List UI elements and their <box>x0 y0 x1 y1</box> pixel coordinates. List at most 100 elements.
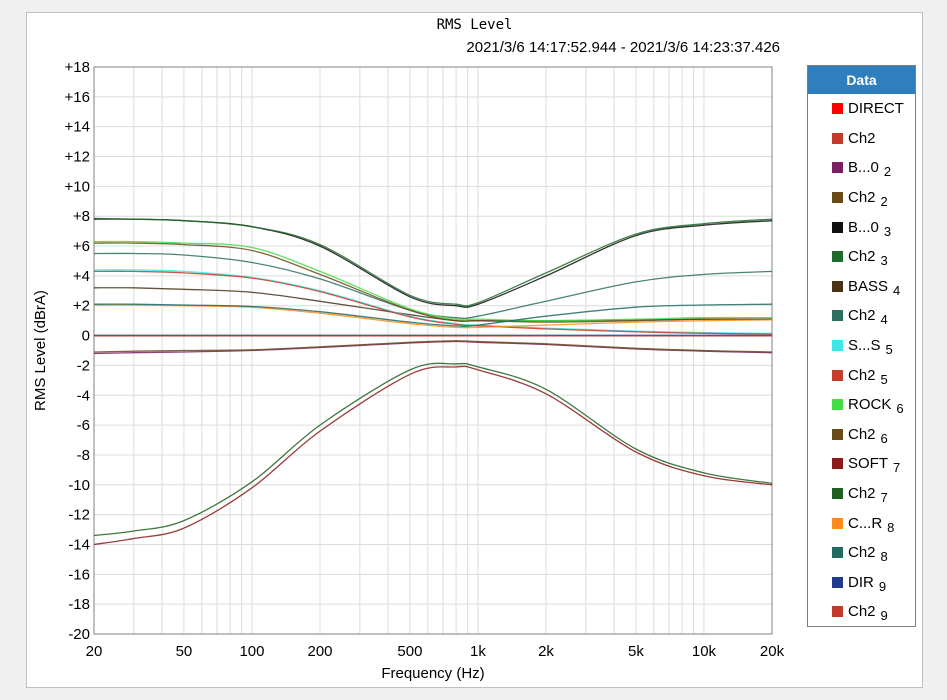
legend-index: 3 <box>880 253 888 269</box>
legend-item-11[interactable]: Ch2 6 <box>808 420 915 450</box>
legend-index: 7 <box>880 490 888 506</box>
legend-label: DIR <box>848 573 874 591</box>
legend-index: 4 <box>880 312 888 328</box>
x-tick-label: 5k <box>628 643 644 660</box>
series-line-10 <box>93 240 773 322</box>
y-tick-label: -14 <box>68 536 90 553</box>
legend-label: Ch2 <box>848 603 876 621</box>
legend-swatch <box>832 132 843 144</box>
legend-item-10[interactable]: ROCK 6 <box>808 390 915 420</box>
y-tick-label: -8 <box>77 447 90 464</box>
legend-index: 9 <box>878 578 887 594</box>
legend-item-7[interactable]: Ch2 4 <box>808 301 915 331</box>
y-tick-label: +12 <box>65 149 90 166</box>
y-tick-label: +10 <box>65 178 90 195</box>
series-line-6 <box>93 287 773 322</box>
series-line-2 <box>93 340 773 355</box>
x-tick-label: 2k <box>538 643 554 660</box>
y-tick-label: -10 <box>68 477 90 494</box>
y-tick-label: +4 <box>73 268 90 285</box>
x-tick-label: 1k <box>470 643 486 660</box>
legend-label: S...S <box>848 337 881 355</box>
y-tick-label: +6 <box>73 238 90 255</box>
legend-item-12[interactable]: SOFT 7 <box>808 449 915 479</box>
legend-label: C...R <box>848 514 883 532</box>
legend-label: Ch2 <box>848 366 876 384</box>
legend-label: Ch2 <box>848 129 876 147</box>
y-tick-label: -12 <box>68 507 90 524</box>
legend-index: 6 <box>880 430 888 446</box>
legend-index: 5 <box>885 342 893 358</box>
legend-item-15[interactable]: Ch2 8 <box>808 538 915 568</box>
series-line-15 <box>93 303 773 327</box>
series-line-9 <box>93 270 773 335</box>
legend-swatch <box>832 576 843 588</box>
legend-index: 7 <box>893 460 901 476</box>
chart-panel: RMS Level 2021/3/6 14:17:52.944 - 2021/3… <box>26 12 923 688</box>
legend-swatch <box>832 310 843 322</box>
legend-label: Ch2 <box>848 544 876 562</box>
legend-item-8[interactable]: S...S 5 <box>808 331 915 361</box>
x-tick-label: 500 <box>397 643 422 660</box>
legend-swatch <box>832 280 843 292</box>
y-tick-label: +16 <box>65 89 90 106</box>
x-tick-label: 20k <box>760 643 785 660</box>
legend-swatch <box>832 428 843 440</box>
legend-label: SOFT <box>848 455 888 473</box>
plot-border <box>93 66 773 635</box>
x-tick-label: 100 <box>239 643 264 660</box>
legend-item-5[interactable]: Ch2 3 <box>808 242 915 272</box>
legend-swatch <box>832 192 843 204</box>
legend-swatch <box>832 458 843 470</box>
legend-item-1[interactable]: Ch2 <box>808 124 915 154</box>
line-chart[interactable]: +18 +16 +14 +12 +10 +8 +6 +4 +2 0 -2 -4 -6 -8 -10 -12 -1… <box>27 13 922 687</box>
legend-swatch <box>832 517 843 529</box>
legend-item-17[interactable]: Ch2 9 <box>808 597 915 627</box>
legend-header: Data <box>808 66 915 94</box>
legend-swatch <box>832 103 843 115</box>
legend-label: Ch2 <box>848 248 876 266</box>
legend-swatch <box>832 606 843 618</box>
legend-swatch <box>832 251 843 263</box>
legend-index: 8 <box>880 549 888 565</box>
series-line-12 <box>93 365 773 546</box>
x-tick-label: 20 <box>86 643 103 660</box>
chart-subtitle: 2021/3/6 14:17:52.944 - 2021/3/6 14:23:3… <box>466 39 780 56</box>
legend-swatch <box>832 369 843 381</box>
y-tick-label: -6 <box>77 417 90 434</box>
legend-index: 2 <box>880 194 888 210</box>
legend-swatch <box>832 547 843 559</box>
legend-label: Ch2 <box>848 189 876 207</box>
legend-item-16[interactable]: DIR 9 <box>808 568 915 598</box>
legend-index: 2 <box>883 164 892 180</box>
y-tick-label: -18 <box>68 596 90 613</box>
series-line-13 <box>93 362 773 537</box>
legend-index: 3 <box>883 223 892 239</box>
y-tick-label: +18 <box>65 59 90 76</box>
series-line-14 <box>93 304 773 329</box>
x-tick-label: 200 <box>307 643 332 660</box>
x-tick-label: 50 <box>176 643 193 660</box>
legend-index: 9 <box>880 608 888 624</box>
legend-item-9[interactable]: Ch2 5 <box>808 360 915 390</box>
series-line-8 <box>93 269 773 334</box>
legend-swatch <box>832 340 843 352</box>
legend-index: 6 <box>896 401 904 417</box>
y-tick-label: +14 <box>65 119 90 136</box>
legend-swatch <box>832 221 843 233</box>
series-line-5 <box>93 217 773 307</box>
legend-swatch <box>832 399 843 411</box>
legend-label: Ch2 <box>848 485 876 503</box>
x-tick-label: 10k <box>692 643 717 660</box>
y-tick-label: +2 <box>73 298 90 315</box>
legend-item-2[interactable]: B...0 2 <box>808 153 915 183</box>
legend-item-3[interactable]: Ch2 2 <box>808 183 915 213</box>
legend-item-4[interactable]: B...0 3 <box>808 212 915 242</box>
legend-swatch <box>832 488 843 500</box>
legend-item-14[interactable]: C...R 8 <box>808 508 915 538</box>
legend-item-13[interactable]: Ch2 7 <box>808 479 915 509</box>
legend-item-0[interactable]: DIRECT <box>808 94 915 124</box>
legend-item-6[interactable]: BASS 4 <box>808 272 915 302</box>
legend-index: 8 <box>887 519 895 535</box>
